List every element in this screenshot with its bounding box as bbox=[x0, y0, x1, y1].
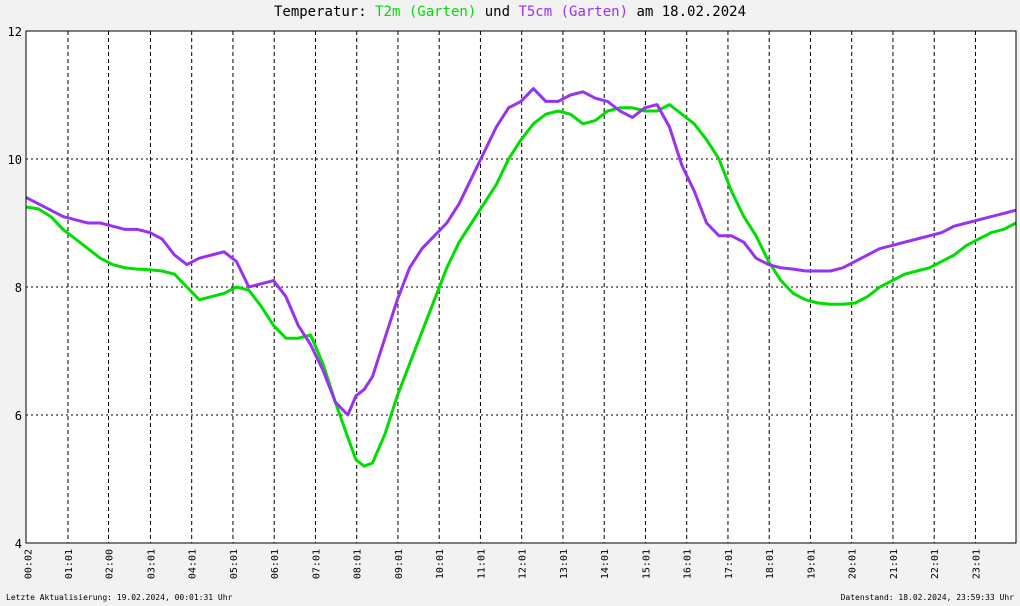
x-tick-label: 06:01 bbox=[270, 549, 281, 579]
data-status-text: Datenstand: 18.02.2024, 23:59:33 Uhr bbox=[840, 593, 1014, 602]
x-tick-label: 12:01 bbox=[518, 549, 529, 579]
x-axis: 00:02 01:01 02:00 03:01 04:01 05:01 06:01 07:01… bbox=[23, 549, 982, 579]
x-tick-label: 22:01 bbox=[930, 549, 941, 579]
title-mid: und bbox=[476, 4, 519, 20]
x-tick-label: 02:00 bbox=[105, 549, 116, 579]
x-tick-label: 15:01 bbox=[641, 549, 652, 579]
y-tick-label: 8 bbox=[15, 281, 22, 295]
title-series2: T5cm (Garten) bbox=[518, 4, 629, 20]
x-tick-label: 10:01 bbox=[435, 549, 446, 579]
x-tick-label: 07:01 bbox=[311, 549, 322, 579]
y-tick-label: 10 bbox=[8, 153, 22, 167]
title-series1: T2m (Garten) bbox=[375, 4, 477, 20]
x-tick-label: 14:01 bbox=[600, 549, 611, 579]
last-update-text: Letzte Aktualisierung: 19.02.2024, 00:01… bbox=[6, 593, 233, 602]
x-tick-label: 11:01 bbox=[476, 549, 487, 579]
x-tick-label: 03:01 bbox=[146, 549, 157, 579]
series-line-t5cm bbox=[25, 87, 1017, 417]
x-tick-label: 00:02 bbox=[23, 549, 34, 579]
x-tick-label: 05:01 bbox=[229, 549, 240, 579]
x-tick-label: 20:01 bbox=[848, 549, 859, 579]
title-suffix: am 18.02.2024 bbox=[628, 4, 747, 20]
x-tick-label: 23:01 bbox=[971, 549, 982, 579]
y-axis: 4 6 8 10 12 bbox=[8, 25, 22, 551]
x-tick-label: 13:01 bbox=[559, 549, 570, 579]
plot-border bbox=[25, 30, 1017, 544]
x-tick-label: 17:01 bbox=[724, 549, 735, 579]
y-tick-label: 4 bbox=[15, 537, 22, 551]
title-prefix: Temperatur: bbox=[273, 4, 376, 20]
y-tick-label: 12 bbox=[8, 25, 22, 39]
x-tick-label: 21:01 bbox=[889, 549, 900, 579]
x-tick-label: 19:01 bbox=[806, 549, 817, 579]
x-tick-label: 04:01 bbox=[188, 549, 199, 579]
series-line-t2m bbox=[25, 103, 1017, 468]
x-tick-label: 08:01 bbox=[353, 549, 364, 579]
y-tick-label: 6 bbox=[15, 409, 22, 423]
series-layer bbox=[25, 87, 1017, 468]
x-tick-label: 01:01 bbox=[64, 549, 75, 579]
x-tick-label: 09:01 bbox=[394, 549, 405, 579]
x-tick-label: 16:01 bbox=[683, 549, 694, 579]
chart-title: Temperatur: T2m (Garten) und T5cm (Garte… bbox=[0, 4, 1020, 20]
x-tick-label: 18:01 bbox=[765, 549, 776, 579]
